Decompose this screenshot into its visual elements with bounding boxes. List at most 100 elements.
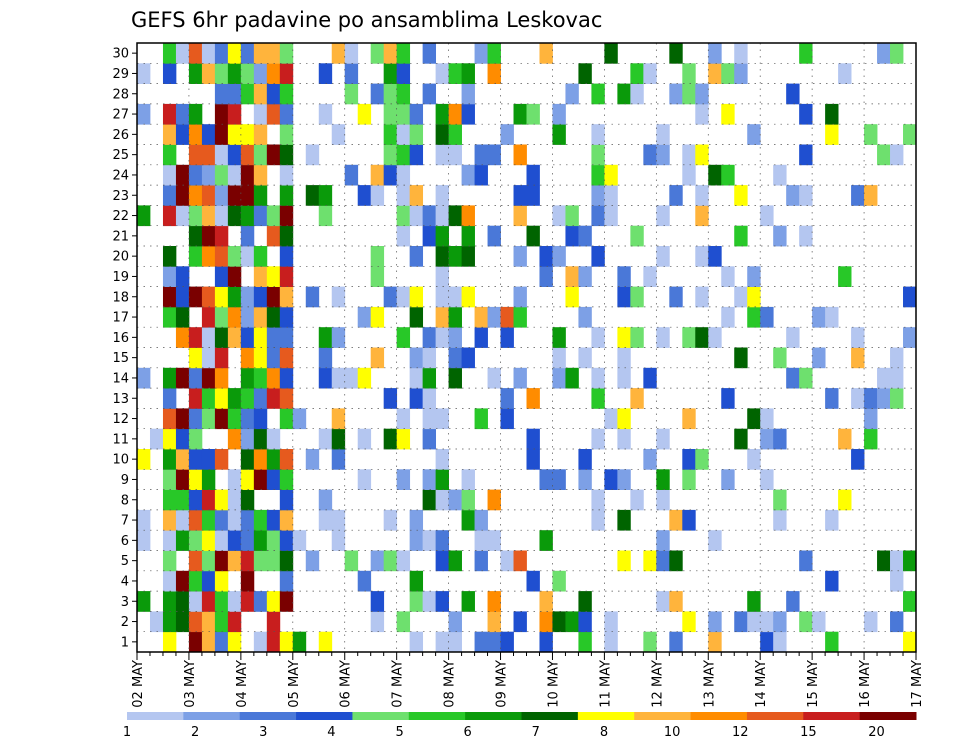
heatmap-cell — [526, 388, 540, 409]
heatmap-cell — [422, 591, 437, 612]
chart-title: GEFS 6hr padavine po ansamblima Leskovac — [131, 8, 602, 32]
heatmap-cell — [162, 550, 177, 572]
heatmap-cell — [721, 63, 735, 84]
heatmap-cell — [266, 347, 281, 369]
heatmap-cell — [617, 83, 631, 105]
heatmap-cell — [227, 124, 242, 145]
heatmap-cell — [643, 449, 657, 470]
heatmap-cell — [617, 266, 631, 287]
heatmap-cell — [370, 266, 385, 287]
heatmap-cell — [409, 367, 424, 389]
x-tick-label: 16 MAY — [858, 660, 873, 708]
heatmap-cell — [630, 225, 644, 247]
heatmap-cell — [825, 631, 839, 653]
heatmap-cell — [175, 266, 190, 287]
heatmap-cell — [474, 306, 488, 328]
heatmap-cell — [721, 266, 735, 287]
heatmap-cell — [383, 103, 398, 125]
heatmap-cell — [240, 489, 255, 511]
heatmap-cell — [539, 266, 553, 287]
heatmap-cell — [214, 591, 229, 612]
heatmap-cell — [279, 489, 294, 511]
x-tick-label: 12 MAY — [650, 660, 665, 708]
heatmap-cell — [162, 43, 177, 64]
heatmap-cell — [318, 367, 333, 389]
heatmap-cell — [214, 266, 229, 287]
heatmap-cell — [435, 449, 449, 470]
heatmap-cell — [240, 570, 255, 592]
heatmap-cell — [266, 550, 281, 572]
heatmap-cell — [201, 530, 216, 551]
heatmap-cell — [214, 286, 229, 308]
heatmap-cell — [175, 103, 190, 125]
heatmap-cell — [137, 367, 151, 389]
heatmap-cell — [214, 388, 229, 409]
heatmap-cell — [409, 246, 424, 267]
heatmap-cell — [461, 205, 475, 227]
heatmap-cell — [474, 164, 488, 186]
heatmap-cell — [253, 164, 268, 186]
heatmap-cell — [279, 225, 294, 247]
heatmap-cell — [409, 509, 424, 531]
heatmap-cell — [175, 509, 190, 531]
heatmap-cell — [175, 591, 190, 612]
colorbar-label: 4 — [327, 725, 335, 740]
heatmap-cell — [825, 388, 839, 409]
heatmap-cell — [487, 530, 501, 551]
y-tick-label: 2 — [121, 615, 129, 630]
heatmap-cell — [253, 286, 268, 308]
heatmap-cell — [227, 509, 242, 531]
heatmap-cell — [448, 63, 462, 84]
heatmap-cell — [162, 164, 177, 186]
heatmap-cell — [318, 205, 333, 227]
heatmap-cell — [370, 185, 385, 206]
heatmap-cell — [825, 570, 839, 592]
heatmap-cell — [162, 63, 177, 84]
y-tick-label: 22 — [112, 209, 129, 224]
heatmap-cell — [188, 509, 203, 531]
colorbar-label: 5 — [395, 725, 403, 740]
heatmap-cell — [188, 489, 203, 511]
heatmap-cell — [201, 347, 216, 369]
heatmap-cell — [825, 306, 839, 328]
heatmap-cell — [383, 509, 398, 531]
heatmap-cell — [409, 185, 424, 206]
heatmap-cell — [240, 591, 255, 612]
heatmap-cell — [227, 286, 242, 308]
x-tick-label: 07 MAY — [391, 660, 406, 708]
heatmap-cell — [188, 164, 203, 186]
heatmap-cell — [812, 347, 826, 369]
heatmap-cell — [630, 83, 644, 105]
heatmap-cell — [552, 246, 566, 267]
heatmap-cell — [552, 570, 566, 592]
heatmap-cell — [240, 408, 255, 430]
heatmap-cell — [240, 306, 255, 328]
heatmap-cell — [201, 124, 216, 145]
heatmap-cell — [669, 631, 683, 653]
heatmap-cell — [279, 388, 294, 409]
heatmap-cell — [162, 408, 177, 430]
x-tick-label: 04 MAY — [235, 660, 250, 708]
heatmap-cell — [773, 347, 787, 369]
heatmap-cell — [137, 205, 151, 227]
heatmap-cell — [279, 103, 294, 125]
heatmap-cell — [253, 63, 268, 84]
heatmap-cell — [734, 43, 748, 64]
heatmap-cell — [591, 124, 605, 145]
heatmap-cell — [591, 83, 605, 105]
heatmap-cell — [175, 124, 190, 145]
heatmap-cell — [630, 489, 644, 511]
colorbar-swatch — [859, 712, 917, 720]
heatmap-cell — [201, 570, 216, 592]
heatmap-cell — [747, 408, 761, 430]
heatmap-cell — [279, 449, 294, 470]
heatmap-cell — [318, 63, 333, 84]
heatmap-cell — [162, 286, 177, 308]
heatmap-cell — [630, 388, 644, 409]
heatmap-cell — [214, 327, 229, 348]
heatmap-cell — [253, 449, 268, 470]
heatmap-cell — [760, 306, 774, 328]
heatmap-cell — [162, 611, 177, 633]
heatmap-cell — [240, 83, 255, 105]
y-tick-label: 1 — [121, 635, 129, 650]
